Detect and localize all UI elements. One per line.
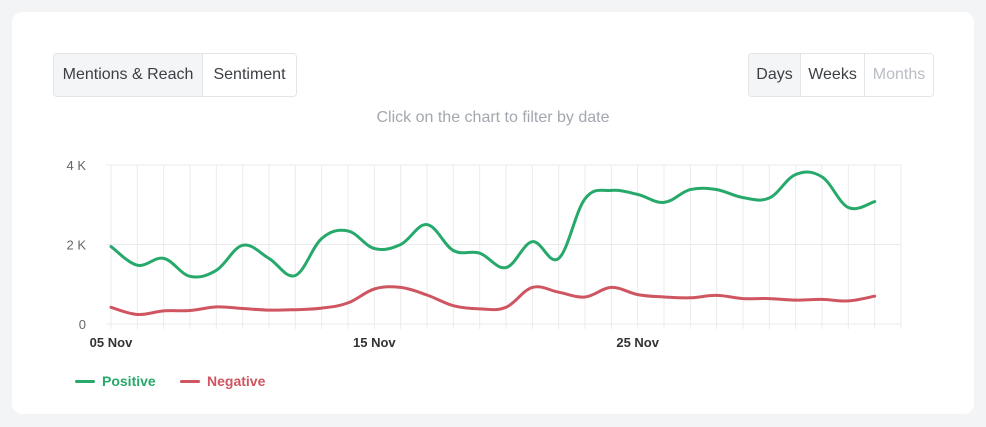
- grid: [106, 164, 902, 329]
- y-tick-label: 0: [79, 317, 86, 332]
- series-line-negative[interactable]: [109, 285, 877, 317]
- chart-card: Mentions & Reach Sentiment Days Weeks Mo…: [12, 12, 974, 414]
- time-range-toggle: Days Weeks Months: [748, 53, 934, 97]
- sentiment-line-chart[interactable]: 0 2 K 4 K 05 Nov 15 Nov 25 Nov: [12, 12, 974, 414]
- series-line-positive[interactable]: [109, 170, 877, 279]
- chart-hint: Click on the chart to filter by date: [376, 109, 610, 126]
- axes: 0 2 K 4 K 05 Nov 15 Nov 25 Nov: [66, 158, 659, 350]
- x-tick-label: 05 Nov: [90, 335, 133, 350]
- view-tabs: Mentions & Reach Sentiment: [53, 53, 297, 97]
- legend-item-positive[interactable]: Positive: [75, 373, 156, 389]
- range-weeks-button[interactable]: Weeks: [800, 54, 864, 96]
- positive-swatch: [75, 379, 95, 383]
- y-tick-label: 2 K: [66, 238, 86, 253]
- tab-sentiment[interactable]: Sentiment: [202, 54, 296, 96]
- y-tick-label: 4 K: [66, 158, 86, 173]
- range-days-button[interactable]: Days: [749, 54, 800, 96]
- x-tick-label: 15 Nov: [353, 335, 396, 350]
- legend-label-negative: Negative: [207, 373, 266, 389]
- x-tick-label: 25 Nov: [616, 335, 659, 350]
- range-months-button[interactable]: Months: [864, 54, 933, 96]
- series[interactable]: [109, 170, 877, 317]
- legend-label-positive: Positive: [102, 373, 156, 389]
- negative-swatch: [180, 379, 200, 383]
- tab-mentions-reach[interactable]: Mentions & Reach: [54, 54, 202, 96]
- legend-item-negative[interactable]: Negative: [180, 373, 265, 389]
